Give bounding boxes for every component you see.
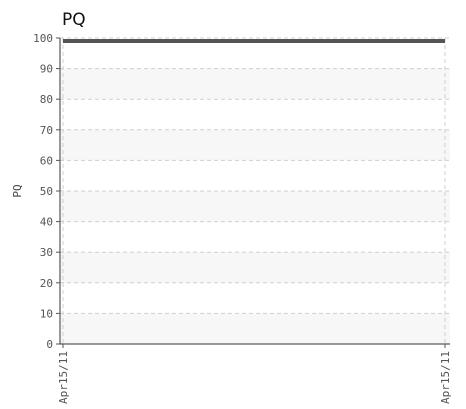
plot-background-bands [61, 68, 450, 344]
plot-band [61, 313, 450, 344]
y-axis-label: PQ [11, 184, 24, 197]
y-tick-label: 90 [40, 63, 53, 76]
plot-band [61, 191, 450, 222]
x-tick-label: Apr15/11 [439, 351, 452, 404]
gridlines [60, 37, 450, 344]
y-tick-label: 50 [40, 185, 53, 198]
y-tick-label: 20 [40, 277, 53, 290]
y-tick-label: 0 [46, 338, 53, 351]
y-tick-label: 30 [40, 246, 53, 259]
y-tick-label: 100 [33, 32, 53, 45]
y-tick-label: 10 [40, 307, 53, 320]
y-tick-label: 70 [40, 124, 53, 137]
y-tick-label: 40 [40, 216, 53, 229]
y-tick-label: 60 [40, 154, 53, 167]
plot-band [61, 129, 450, 161]
y-axis-ticks: 0 10 20 30 40 50 60 70 80 90 100 [33, 32, 60, 351]
chart-title: PQ [62, 10, 86, 30]
y-tick-label: 80 [40, 93, 53, 106]
x-tick-label: Apr15/11 [57, 351, 70, 404]
plot-band [61, 68, 450, 100]
plot-band [61, 252, 450, 283]
x-axis-ticks: Apr15/11 Apr15/11 [57, 344, 452, 404]
